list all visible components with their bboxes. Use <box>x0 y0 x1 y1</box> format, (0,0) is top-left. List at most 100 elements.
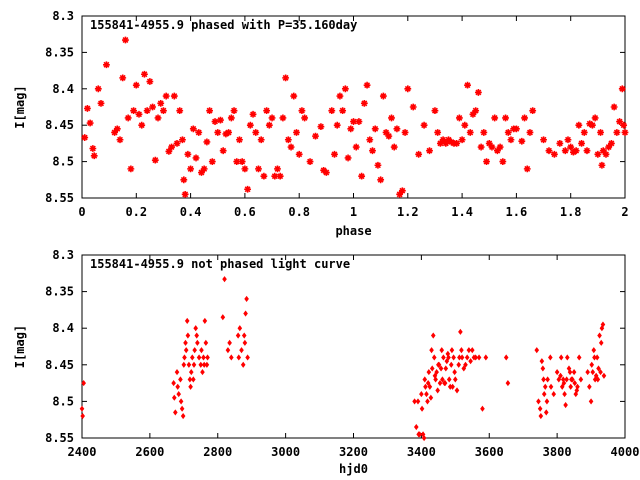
data-point <box>119 74 127 82</box>
data-point <box>366 136 374 144</box>
data-point <box>333 121 341 129</box>
data-point <box>116 136 124 144</box>
data-point <box>540 136 547 144</box>
data-point <box>425 398 430 405</box>
y-tick-label: 8.4 <box>52 321 74 335</box>
x-tick-label: 0.6 <box>234 205 256 219</box>
data-point <box>268 114 276 122</box>
data-point <box>415 398 421 405</box>
data-point <box>244 185 252 193</box>
data-point <box>301 114 309 122</box>
data-point <box>244 295 249 302</box>
data-point <box>469 347 475 354</box>
data-point <box>157 99 165 107</box>
data-point <box>179 136 186 144</box>
data-point <box>464 81 471 89</box>
data-point <box>172 394 177 401</box>
data-point <box>450 383 455 390</box>
data-point <box>575 121 583 129</box>
x-tick-label: 0.4 <box>180 205 202 219</box>
data-point <box>344 154 352 162</box>
data-point <box>260 172 268 180</box>
data-point <box>421 434 427 442</box>
data-point <box>591 347 597 354</box>
data-point <box>196 354 202 361</box>
chart-title: 155841-4955.9 phased with P=35.160day <box>90 18 357 32</box>
data-point <box>589 121 596 129</box>
data-point <box>417 431 422 438</box>
data-point <box>181 361 187 368</box>
y-axis-label: I[mag] <box>13 325 27 368</box>
data-point <box>176 391 182 398</box>
data-point <box>551 391 557 398</box>
y-tick-label: 8.45 <box>45 118 74 132</box>
data-point <box>233 158 241 166</box>
data-point <box>385 132 393 140</box>
data-point <box>189 354 195 361</box>
data-point <box>548 383 554 390</box>
data-point <box>536 398 541 405</box>
chart-title: 155841-4955.9 not phased light curve <box>90 257 350 271</box>
data-point <box>81 380 86 387</box>
data-point <box>350 118 357 125</box>
data-point <box>594 354 600 361</box>
data-point <box>245 354 250 361</box>
data-point <box>461 365 467 372</box>
data-point <box>369 147 376 155</box>
data-point <box>89 145 97 152</box>
data-point <box>184 317 190 324</box>
data-point <box>241 332 247 339</box>
data-point <box>507 136 515 144</box>
y-tick-label: 8.35 <box>45 285 74 299</box>
data-point <box>548 354 553 361</box>
data-point <box>284 136 292 144</box>
data-point <box>404 85 412 93</box>
data-point <box>595 376 601 383</box>
data-point <box>451 354 456 361</box>
data-point <box>219 147 227 155</box>
data-point <box>360 99 368 107</box>
data-point <box>459 354 465 361</box>
data-point <box>90 152 98 160</box>
data-point <box>602 150 610 158</box>
data-point <box>419 391 424 398</box>
data-point <box>463 361 468 368</box>
data-point <box>122 36 129 44</box>
data-point <box>596 365 601 372</box>
data-point <box>188 369 194 376</box>
data-point <box>322 169 330 176</box>
data-point <box>398 187 406 195</box>
data-point <box>458 136 466 144</box>
data-point <box>435 387 440 394</box>
data-point <box>168 143 175 151</box>
data-point <box>442 380 448 387</box>
x-tick-label: 1.4 <box>451 205 473 219</box>
data-point <box>413 423 419 431</box>
data-point <box>608 139 615 147</box>
data-point <box>227 114 235 122</box>
data-point <box>237 325 243 332</box>
y-axis-label: I[mag] <box>13 85 27 128</box>
data-point <box>282 74 290 82</box>
data-point <box>576 354 582 361</box>
data-point <box>476 354 482 361</box>
data-point <box>453 140 461 147</box>
data-point <box>352 143 360 151</box>
data-point <box>564 376 569 383</box>
data-point <box>192 154 200 162</box>
x-tick-label: 1 <box>350 205 357 219</box>
data-point <box>565 354 570 361</box>
data-point <box>575 383 580 390</box>
data-point <box>377 176 385 184</box>
data-point <box>541 391 547 398</box>
data-point <box>179 405 185 412</box>
data-point <box>290 92 298 100</box>
data-point <box>198 361 204 368</box>
data-point <box>257 136 265 144</box>
data-point <box>229 354 234 361</box>
y-tick-label: 8.4 <box>52 82 74 96</box>
data-point <box>401 129 409 136</box>
data-point <box>422 376 428 383</box>
data-point <box>556 376 562 383</box>
data-point <box>434 369 439 376</box>
